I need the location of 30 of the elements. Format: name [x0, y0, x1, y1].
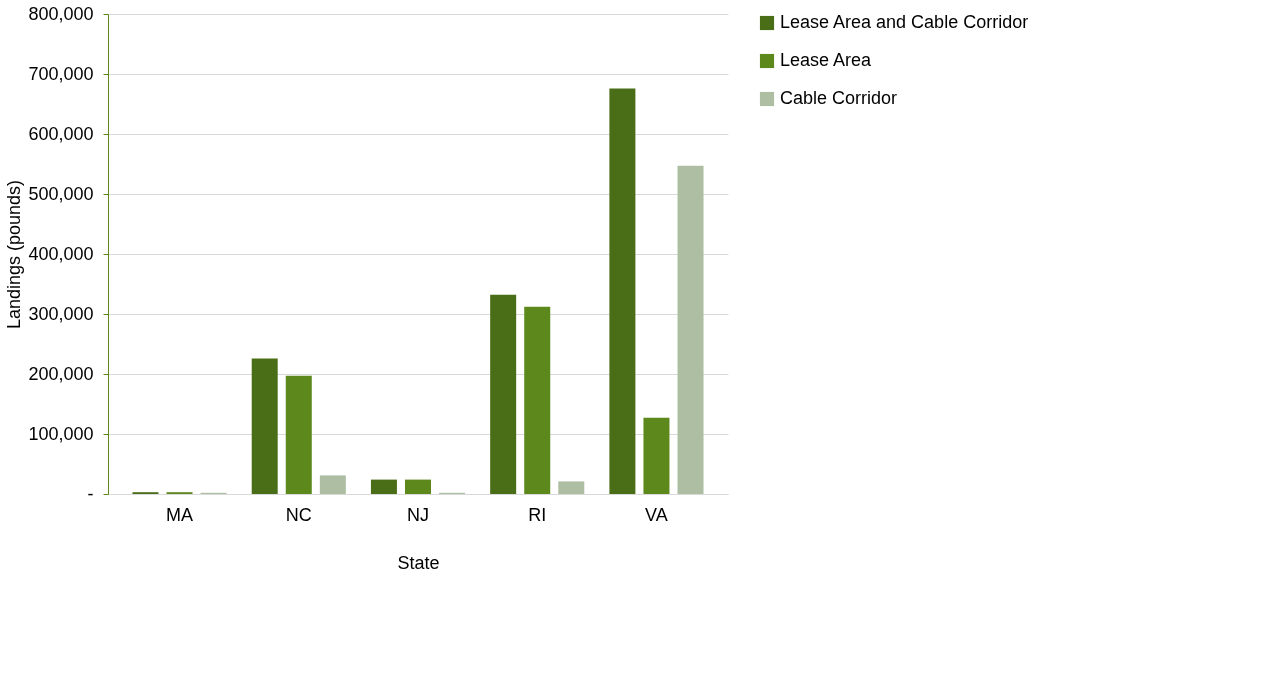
- bar: [677, 165, 704, 494]
- x-tick-label: NC: [285, 504, 312, 525]
- y-tick-label: 400,000: [28, 243, 94, 264]
- y-tick-label: 500,000: [28, 183, 94, 204]
- bar: [370, 479, 397, 494]
- bar: [319, 475, 346, 494]
- y-tick-label: 100,000: [28, 423, 94, 444]
- bar: [558, 481, 585, 494]
- y-tick-label: -: [87, 483, 94, 504]
- bar: [524, 306, 551, 494]
- bar: [490, 294, 517, 494]
- x-tick-label: MA: [166, 504, 194, 525]
- x-axis-title: State: [397, 552, 440, 573]
- y-axis-title: Landings (pounds): [4, 179, 25, 330]
- x-tick-label: VA: [645, 504, 668, 525]
- y-tick-label: 600,000: [28, 123, 94, 144]
- bar: [251, 358, 278, 494]
- legend-label: Lease Area: [780, 50, 873, 70]
- bar: [643, 417, 670, 494]
- bar: [405, 479, 431, 494]
- y-tick-label: 200,000: [28, 363, 94, 384]
- y-tick-label: 700,000: [28, 63, 94, 84]
- legend-label: Cable Corridor: [780, 88, 898, 108]
- y-tick-label: 300,000: [28, 303, 94, 324]
- y-tick-label: 800,000: [28, 3, 94, 24]
- x-tick-label: NJ: [407, 504, 429, 525]
- bar: [609, 88, 636, 494]
- x-tick-label: RI: [528, 504, 547, 525]
- legend-label: Lease Area and Cable Corridor: [780, 12, 1029, 32]
- bar: [285, 375, 312, 494]
